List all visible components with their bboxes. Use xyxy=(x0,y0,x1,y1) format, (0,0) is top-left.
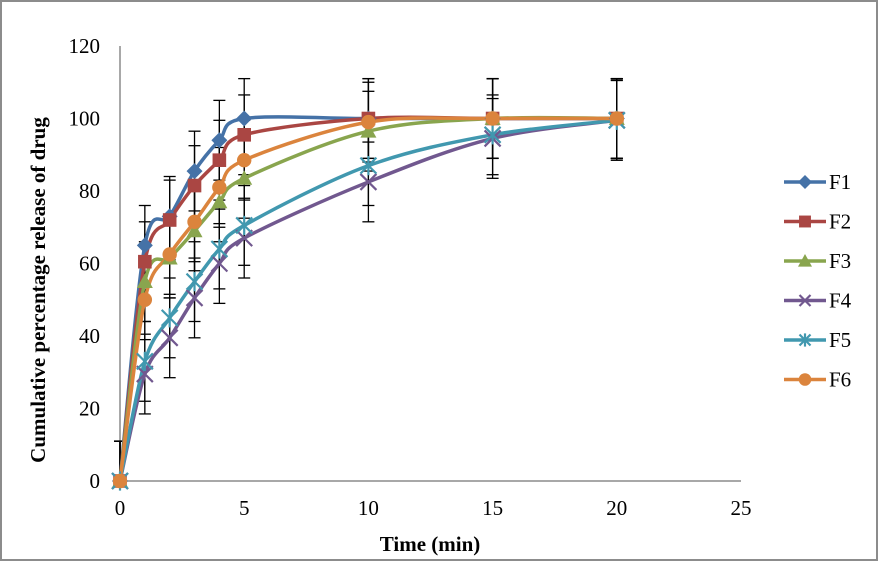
legend-item-f1: F1 xyxy=(784,170,851,194)
x-tick-labels: 0 5 10 15 20 25 xyxy=(115,496,752,520)
data-point xyxy=(609,111,624,126)
data-point xyxy=(236,170,253,185)
x-tick-label: 15 xyxy=(482,496,503,520)
series-markers-f5 xyxy=(111,110,626,491)
marker-stroke xyxy=(136,365,154,383)
data-point xyxy=(136,365,154,383)
data-point xyxy=(136,273,153,289)
data-point xyxy=(235,229,253,247)
data-point xyxy=(359,173,378,191)
y-tick-label: 120 xyxy=(69,34,101,58)
y-tick-label: 100 xyxy=(69,107,101,131)
y-tick-label: 40 xyxy=(79,324,100,348)
data-point xyxy=(211,193,228,209)
data-point xyxy=(235,215,253,236)
data-point xyxy=(138,254,152,269)
legend-label: F3 xyxy=(829,249,851,273)
data-point xyxy=(211,132,228,149)
y-tick-labels: 0 20 40 60 80 100 120 xyxy=(69,34,101,493)
legend-marker xyxy=(798,294,812,307)
data-point xyxy=(212,180,227,195)
x-tick-label: 25 xyxy=(731,496,752,520)
data-point xyxy=(137,292,153,307)
data-point xyxy=(210,254,229,273)
legend-item-f4: F4 xyxy=(784,289,852,313)
legend-marker xyxy=(798,254,812,267)
data-point xyxy=(237,128,251,142)
data-point xyxy=(361,114,376,130)
legend-label: F2 xyxy=(829,210,851,234)
series-markers-f6 xyxy=(112,111,624,489)
data-point xyxy=(162,213,177,227)
y-tick-label: 20 xyxy=(79,397,100,421)
legend-label: F1 xyxy=(829,170,851,194)
x-tick-label: 10 xyxy=(358,496,379,520)
series-markers xyxy=(111,110,626,491)
legend-item-f3: F3 xyxy=(784,249,851,273)
y-axis-title: Cumulative percentage release of drug xyxy=(26,117,50,463)
x-tick-label: 20 xyxy=(606,496,627,520)
data-point xyxy=(160,308,179,328)
marker-stroke xyxy=(160,329,179,347)
axes xyxy=(119,46,741,482)
data-point xyxy=(187,178,202,193)
series-line-f5 xyxy=(118,118,618,482)
data-point xyxy=(160,329,179,347)
legend-item-f5: F5 xyxy=(784,328,851,352)
data-point xyxy=(162,247,177,262)
data-point xyxy=(136,351,154,371)
legend-marker xyxy=(799,215,811,228)
data-point xyxy=(210,239,229,259)
data-point xyxy=(187,214,202,230)
data-point xyxy=(360,123,377,138)
data-point xyxy=(485,111,500,126)
data-point xyxy=(212,153,227,167)
legend-item-f2: F2 xyxy=(784,210,851,234)
marker-stroke xyxy=(798,294,812,307)
data-point xyxy=(237,152,252,168)
data-point xyxy=(185,289,204,307)
data-point xyxy=(186,222,203,238)
y-tick-label: 60 xyxy=(79,252,100,276)
marker-stroke xyxy=(359,173,378,191)
data-point xyxy=(236,110,253,127)
marker-stroke xyxy=(235,229,253,247)
data-point xyxy=(186,163,203,180)
legend-label: F6 xyxy=(829,368,851,392)
marker-stroke xyxy=(210,254,229,273)
y-tick-label: 80 xyxy=(79,179,100,203)
legend-marker xyxy=(798,373,812,386)
legend-marker xyxy=(798,333,812,347)
legend-item-f6: F6 xyxy=(784,368,851,392)
error-bars xyxy=(114,77,623,481)
data-point xyxy=(112,473,128,489)
x-axis-title: Time (min) xyxy=(380,532,481,556)
legend-marker xyxy=(798,175,812,189)
legend-label: F4 xyxy=(829,289,852,313)
data-point xyxy=(185,272,204,292)
y-tick-label: 0 xyxy=(90,469,101,493)
data-point xyxy=(359,156,378,176)
legend: F1 F2 F3 F4 F5 F6 xyxy=(784,170,852,392)
legend-label: F5 xyxy=(829,328,851,352)
data-point xyxy=(136,237,153,254)
x-tick-label: 5 xyxy=(239,496,250,520)
marker-stroke xyxy=(185,289,204,307)
data-point xyxy=(483,125,502,145)
x-tick-label: 0 xyxy=(115,496,126,520)
